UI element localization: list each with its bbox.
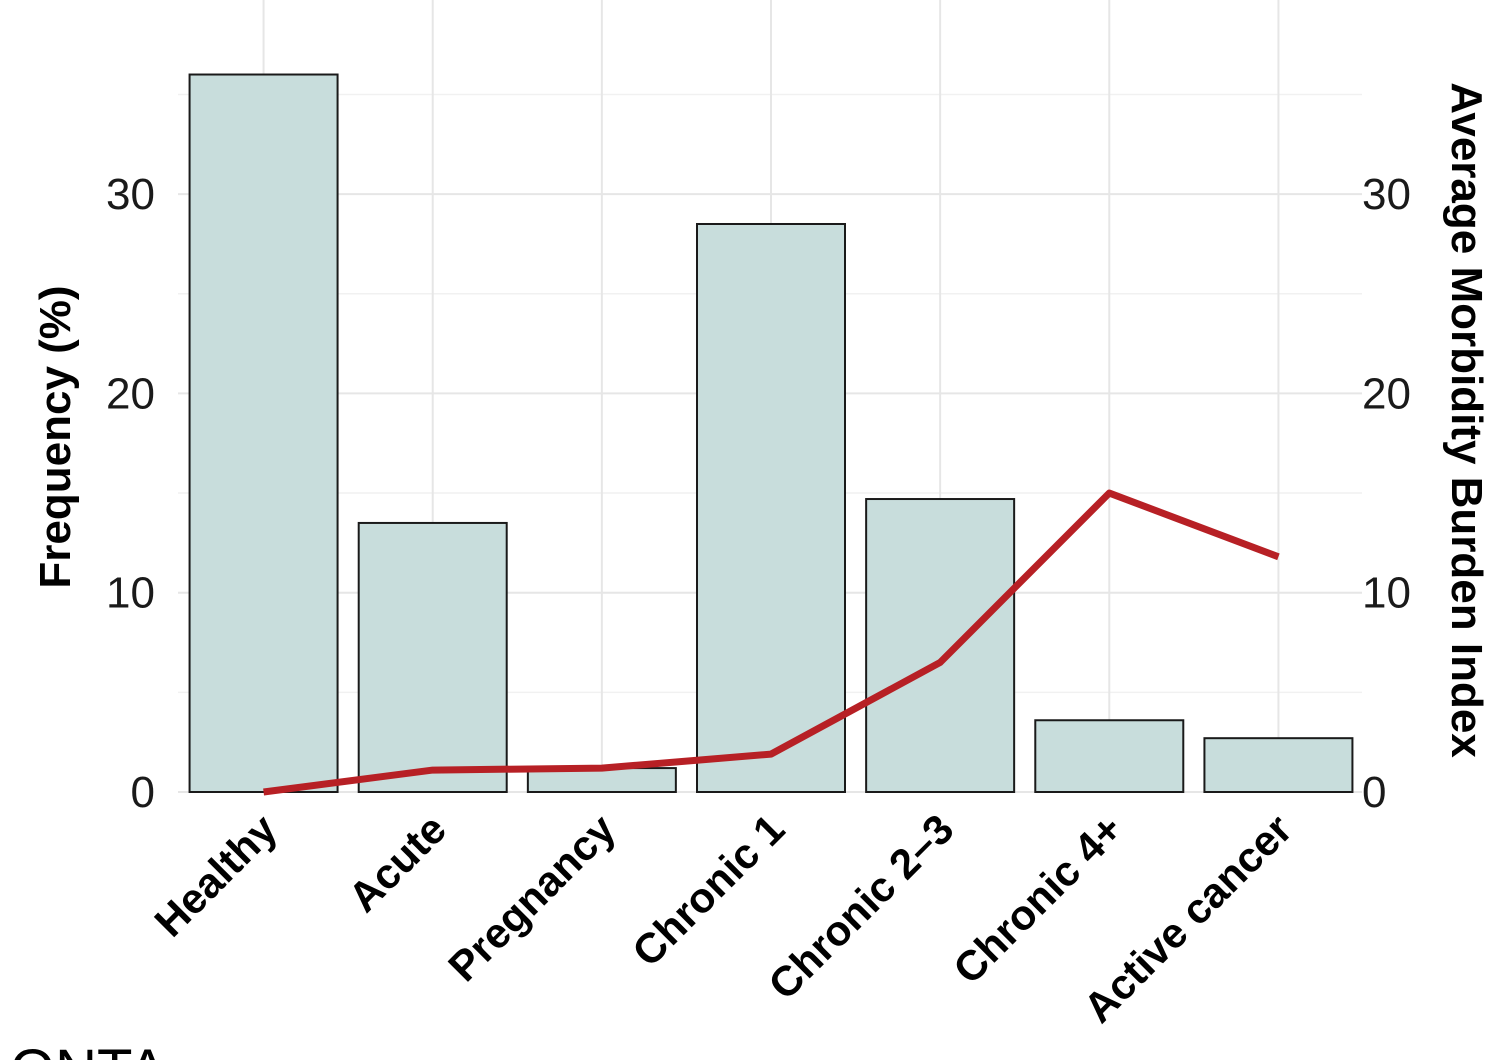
y-tick-label: 30 [106,170,155,219]
bar [696,222,846,793]
bar [865,498,1016,793]
y-axis-title: Frequency (%) [31,285,80,588]
series-line [263,489,1280,796]
x-tick-label: Pregnancy [439,805,625,991]
bar [188,73,339,793]
y-tick-label: 10 [106,569,155,618]
bar-series [188,73,1354,794]
x-tick-label: Acute [339,805,455,921]
y-tick-label: 0 [131,768,155,817]
y2-axis-title: Average Morbidity Burden Index [1442,82,1491,758]
line-series [263,489,1280,796]
x-tick-label: Chronic 1 [623,805,793,975]
y2-tick-label: 30 [1362,170,1411,219]
x-tick-label: Chronic 4+ [944,805,1132,993]
bar [1203,737,1354,794]
y2-tick-label: 20 [1362,369,1411,418]
bar [1034,719,1185,794]
y2-tick-label: 0 [1362,768,1386,817]
x-tick-label: Healthy [145,805,286,946]
left-axis-ticks: 0 10 20 30 [106,170,155,817]
y2-tick-label: 10 [1362,569,1411,618]
y-tick-label: 20 [106,369,155,418]
right-axis-ticks: 0 10 20 30 [1362,170,1411,817]
bar [357,521,508,793]
footer-fragment: ONTA [10,1038,167,1060]
